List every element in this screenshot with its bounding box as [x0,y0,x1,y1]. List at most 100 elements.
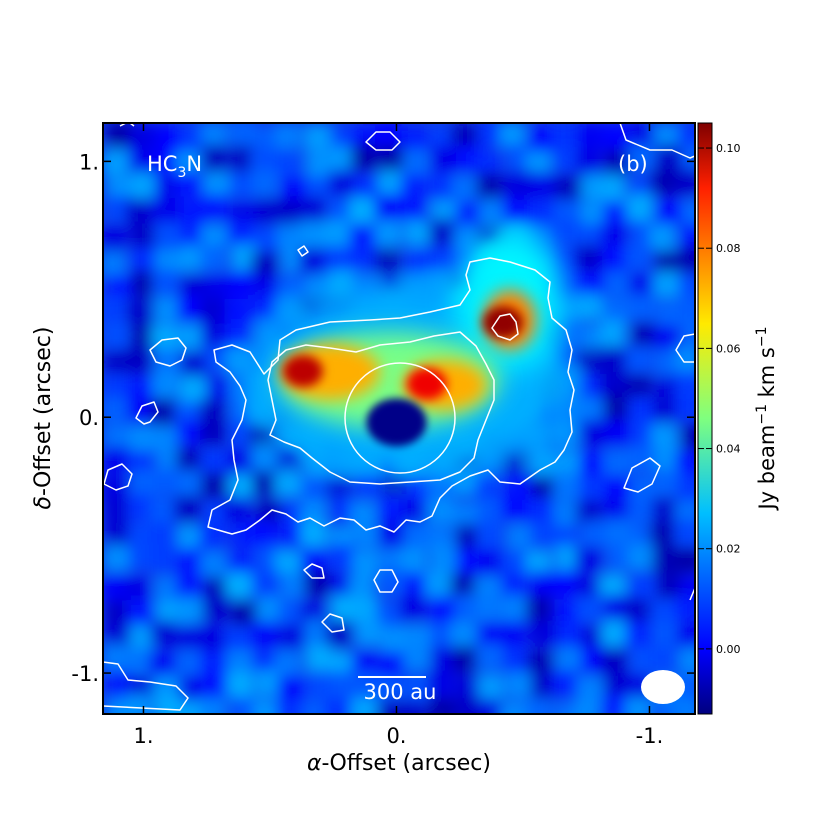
noise-cell [604,419,631,446]
noise-cell [175,649,202,676]
noise-cell [350,244,377,271]
noise-cell [251,251,278,278]
noise-cell [425,571,452,598]
noise-cell [476,522,503,549]
noise-cell [526,497,553,524]
noise-cell [477,497,504,524]
noise-cell [375,123,402,148]
colorbar-tick-label: 0.02 [716,543,741,556]
noise-cell [129,424,156,451]
noise-cell [529,620,556,647]
noise-cell [429,596,456,623]
noise-cell [381,626,408,653]
noise-cell [350,697,377,714]
noise-cell [625,244,652,271]
noise-cell [225,572,252,599]
noise-cell [378,701,405,714]
noise-cell [402,149,429,176]
noise-cell [577,270,604,297]
noise-cell [652,548,679,575]
noise-cell [377,494,404,521]
noise-cell [681,200,695,227]
noise-cell [200,448,227,475]
noise-cell [477,123,504,147]
emission-structure [245,230,575,480]
contour-small-7 [297,245,309,257]
noise-cell [656,300,683,327]
noise-cell [299,196,326,223]
noise-cell [229,123,256,146]
noise-cell [676,623,695,650]
noise-cell [549,219,576,246]
noise-cell [103,149,129,176]
noise-cell [276,699,303,714]
noise-cell [506,672,533,699]
noise-cell [453,698,480,714]
noise-cell [199,297,226,324]
noise-cell [126,347,153,374]
colorbar-tick-label: 0.04 [716,443,741,456]
noise-cell [579,419,606,446]
noise-cell [678,295,695,322]
noise-cell [674,394,695,421]
noise-cell [200,123,227,148]
noise-cell [305,645,332,672]
noise-cell [476,644,503,671]
noise-cell [474,472,501,499]
noise-cell [650,646,677,673]
noise-cell [576,596,603,623]
central-absorption [366,398,427,447]
noise-cell [501,572,528,599]
noise-cell [552,421,579,448]
noise-cell [401,126,428,153]
noise-cell [678,124,695,151]
noise-cell [579,475,606,502]
noise-cell [674,699,695,714]
contour-ne-peak [491,313,519,341]
noise-cell [375,674,402,701]
noise-cell [479,198,506,225]
noise-cell [629,294,656,321]
noise-cell [625,345,652,372]
colorbar [697,122,713,715]
noise-cell [601,245,628,272]
noise-cell [179,200,206,227]
noise-cell [649,224,676,251]
noise-cell [525,595,552,622]
noise-cell [452,645,479,672]
noise-cell [377,520,404,547]
noise-cell [653,325,680,352]
noise-cell [129,469,156,496]
noise-cell [202,145,229,172]
noise-cell [106,123,133,148]
noise-cell [530,571,557,598]
noise-cell [179,376,206,403]
noise-cell [181,351,208,378]
noise-cell [375,220,402,247]
noise-cell [650,599,677,626]
noise-cell [477,674,504,701]
noise-cell [678,274,695,301]
noise-cell [603,497,630,524]
noise-cell [302,701,329,714]
noise-cell [399,195,426,222]
noise-cell [675,346,695,373]
noise-cell [626,194,653,221]
noise-cell [599,175,626,202]
y-axis-title: δ-Offset (arcsec) [31,327,56,510]
contour-small-10 [675,333,695,363]
noise-cell [276,224,303,251]
noise-cell [205,275,232,302]
noise-cell [178,548,205,575]
noise-cell [103,545,130,572]
noise-cell [404,522,431,549]
noise-cell [303,570,330,597]
noise-cell [650,423,677,450]
noise-cell [405,675,432,702]
contour-small-8 [365,131,401,151]
noise-cell [253,699,280,714]
noise-cell [250,147,277,174]
contour-inner-ring [344,362,456,474]
noise-cell [675,594,695,621]
